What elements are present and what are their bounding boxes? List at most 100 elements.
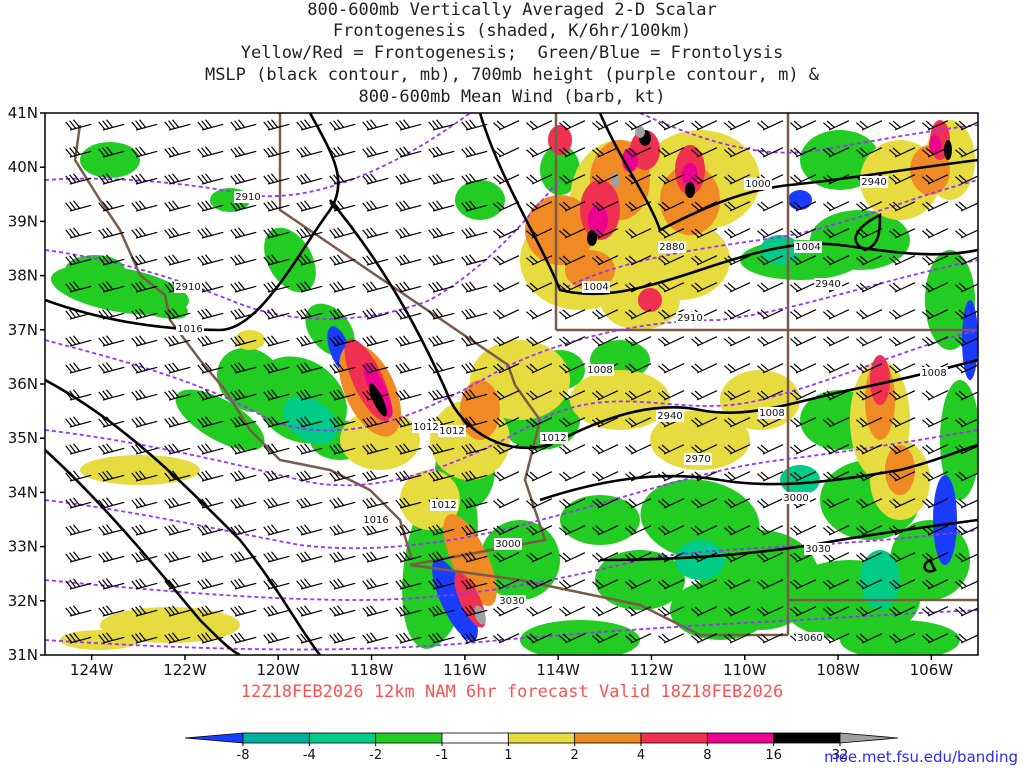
lon-tick-label: 124W	[70, 661, 114, 679]
wind-barb	[921, 228, 949, 239]
wind-barb	[197, 605, 224, 617]
wind-barb	[756, 633, 784, 644]
wind-barb	[65, 254, 92, 266]
wind-barb	[230, 362, 257, 374]
wind-barb	[690, 147, 718, 158]
colorbar-label: -8	[237, 748, 250, 763]
wind-barb	[921, 174, 949, 185]
wind-barb	[329, 578, 356, 590]
wind-barb	[822, 579, 850, 590]
wind-barb	[756, 147, 784, 158]
shade-blob	[80, 455, 200, 485]
height-label: 3060	[797, 633, 822, 644]
wind-barb	[461, 416, 488, 428]
wind-barb	[395, 632, 422, 644]
height-label-bg	[796, 632, 824, 644]
wind-barb	[756, 201, 784, 212]
wind-barb	[362, 281, 389, 293]
wind-barbs	[65, 119, 978, 644]
colorbar-segment	[308, 732, 377, 744]
wind-barb	[525, 228, 553, 239]
wind-barb	[624, 417, 652, 428]
wind-barb	[789, 606, 817, 617]
wind-barb	[492, 201, 520, 212]
wind-barb	[723, 255, 751, 266]
colorbar-label: -2	[369, 748, 382, 763]
lat-tick-label: 40N	[8, 158, 38, 176]
wind-barb	[230, 416, 257, 428]
wind-barb	[98, 146, 125, 158]
wind-barb	[855, 309, 883, 320]
wind-barb	[822, 336, 850, 347]
wind-barb	[756, 120, 784, 131]
wind-barb	[789, 579, 817, 590]
wind-barb	[723, 309, 751, 320]
wind-barb	[690, 498, 718, 509]
wind-barb	[657, 525, 685, 536]
wind-barb	[131, 335, 158, 347]
lon-tick-label: 114W	[536, 661, 580, 679]
lat-tick-label: 32N	[8, 592, 38, 610]
wind-barb	[98, 443, 125, 455]
wind-barb	[789, 417, 817, 428]
wind-barb	[657, 579, 685, 590]
wind-barb	[230, 146, 257, 158]
wind-barb	[263, 497, 290, 509]
wind-barb	[65, 524, 92, 536]
wind-barb	[591, 552, 619, 563]
wind-barb	[362, 200, 389, 212]
wind-barb	[591, 228, 619, 239]
wind-barb	[855, 444, 883, 455]
wind-barb	[65, 497, 92, 509]
wind-barb	[558, 606, 586, 617]
wind-barb	[690, 471, 718, 482]
wind-barb	[395, 335, 422, 347]
wind-barb	[822, 444, 850, 455]
wind-barb	[591, 174, 619, 185]
wind-barb	[657, 390, 685, 401]
wind-barb	[197, 173, 224, 185]
shade-blob	[587, 230, 597, 246]
shade-blob	[264, 227, 316, 293]
wind-barb	[690, 120, 718, 131]
wind-barb	[888, 174, 916, 185]
wind-barb	[296, 578, 323, 590]
wind-barb	[98, 173, 125, 185]
wind-barb	[263, 254, 290, 266]
wind-barb	[131, 443, 158, 455]
wind-barb	[558, 147, 586, 158]
wind-barb	[164, 146, 191, 158]
wind-barb	[657, 309, 685, 320]
wind-barb	[624, 525, 652, 536]
wind-barb	[492, 336, 520, 347]
wind-barb	[822, 120, 850, 131]
wind-barb	[395, 443, 422, 455]
wind-barb	[558, 390, 586, 401]
wind-barb	[789, 255, 817, 266]
wind-barb	[855, 525, 883, 536]
wind-barb	[263, 443, 290, 455]
wind-barb	[558, 174, 586, 185]
wind-barb	[428, 308, 455, 320]
source-credit[interactable]: moe.met.fsu.edu/banding	[824, 748, 1018, 766]
wind-barb	[888, 471, 916, 482]
lat-tick-label: 41N	[8, 104, 38, 122]
wind-barb	[296, 416, 323, 428]
wind-barb	[461, 227, 488, 239]
wind-barb	[756, 471, 784, 482]
wind-barb	[756, 444, 784, 455]
wind-barb	[395, 227, 422, 239]
wind-barb	[492, 363, 520, 374]
wind-barb	[329, 146, 356, 158]
wind-barb	[197, 227, 224, 239]
height-label-bg	[174, 281, 202, 293]
wind-barb	[756, 606, 784, 617]
height-label: 2910	[235, 192, 260, 203]
wind-barb	[131, 524, 158, 536]
wind-barb	[525, 390, 553, 401]
wind-barb	[657, 336, 685, 347]
wind-barb	[756, 228, 784, 239]
wind-barb	[65, 389, 92, 401]
wind-barb	[98, 119, 125, 131]
wind-barb	[65, 281, 92, 293]
